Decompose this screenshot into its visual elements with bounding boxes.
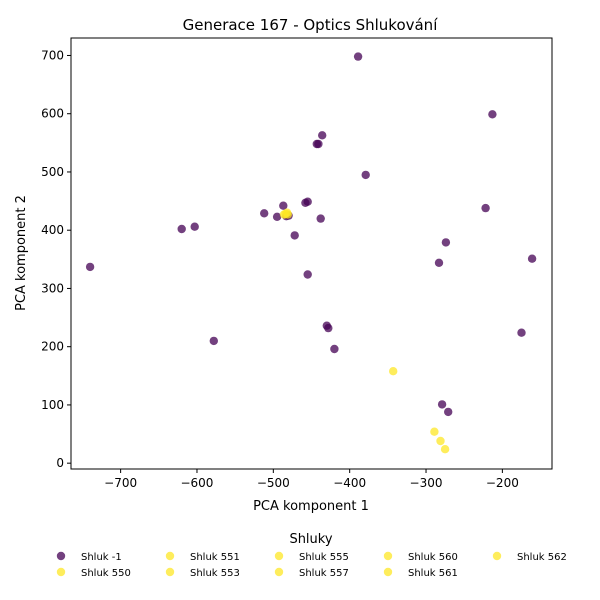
y-tick-label: 300: [41, 281, 64, 295]
data-point: [441, 238, 451, 247]
data-point: [260, 209, 269, 218]
data-point: [314, 139, 323, 149]
y-axis-ticks: 0 100 200 300 400 500 600 700: [41, 48, 71, 470]
legend-marker: [492, 551, 502, 561]
data-point: [361, 170, 370, 180]
data-point: [290, 231, 299, 240]
y-tick-label: 400: [41, 223, 64, 237]
legend-label: Shluk 561: [408, 568, 458, 579]
data-point: [517, 328, 526, 337]
y-tick-label: 100: [41, 398, 64, 412]
data-point: [440, 445, 450, 454]
x-axis-label: PCA komponent 1: [253, 499, 369, 514]
data-point: [303, 270, 312, 279]
data-point: [177, 224, 186, 234]
data-point: [272, 212, 282, 221]
data-point: [481, 203, 490, 213]
data-point: [279, 201, 288, 210]
legend-marker: [274, 567, 284, 577]
y-tick-label: 200: [41, 340, 64, 354]
data-point: [436, 436, 445, 446]
x-tick-label: −300: [410, 476, 443, 490]
data-point: [488, 110, 497, 119]
legend-label: Shluk 557: [299, 568, 349, 579]
legend-marker: [383, 551, 393, 561]
legend-title: Shluky: [289, 532, 332, 547]
x-tick-label: −700: [104, 476, 137, 490]
legend: Shluk -1 Shluk 550 Shluk 551 Shluk 553 Shluk…: [56, 551, 567, 579]
legend-marker: [165, 551, 175, 561]
data-point: [209, 336, 218, 346]
legend-label: Shluk 555: [299, 552, 349, 563]
x-tick-label: −200: [486, 476, 519, 490]
y-tick-label: 0: [56, 456, 64, 470]
legend-label: Shluk -1: [81, 552, 122, 563]
legend-marker: [56, 567, 66, 577]
data-point: [430, 427, 439, 436]
x-axis-ticks: −700 −600 −500 −400 −300 −200: [104, 469, 519, 490]
y-tick-label: 700: [41, 48, 64, 62]
legend-label: Shluk 560: [408, 552, 458, 563]
data-point: [444, 407, 453, 417]
data-point: [434, 258, 444, 267]
data-point: [330, 344, 339, 354]
legend-label: Shluk 553: [190, 568, 240, 579]
x-tick-label: −400: [333, 476, 366, 490]
data-point: [316, 214, 325, 223]
data-point: [303, 197, 312, 206]
data-point: [527, 254, 537, 263]
data-point: [318, 131, 327, 140]
legend-marker: [165, 567, 175, 577]
x-tick-label: −600: [180, 476, 213, 490]
plot-points: [85, 52, 537, 454]
legend-label: Shluk 551: [190, 552, 240, 563]
chart-title: Generace 167 - Optics Shlukování: [183, 16, 439, 34]
legend-label: Shluk 562: [517, 552, 567, 563]
data-point: [85, 262, 95, 272]
data-point: [324, 323, 333, 333]
data-point: [389, 367, 398, 376]
legend-label: Shluk 550: [81, 568, 131, 579]
legend-marker: [274, 551, 284, 561]
data-point: [283, 210, 292, 219]
data-point: [190, 222, 199, 231]
data-point: [437, 400, 447, 409]
plot-frame: [70, 37, 553, 470]
y-axis-label: PCA komponent 2: [14, 195, 29, 311]
y-tick-label: 600: [41, 107, 64, 121]
legend-marker: [383, 567, 393, 577]
y-tick-label: 500: [41, 165, 64, 179]
data-point: [353, 52, 363, 61]
legend-marker: [56, 551, 66, 561]
x-tick-label: −500: [257, 476, 290, 490]
